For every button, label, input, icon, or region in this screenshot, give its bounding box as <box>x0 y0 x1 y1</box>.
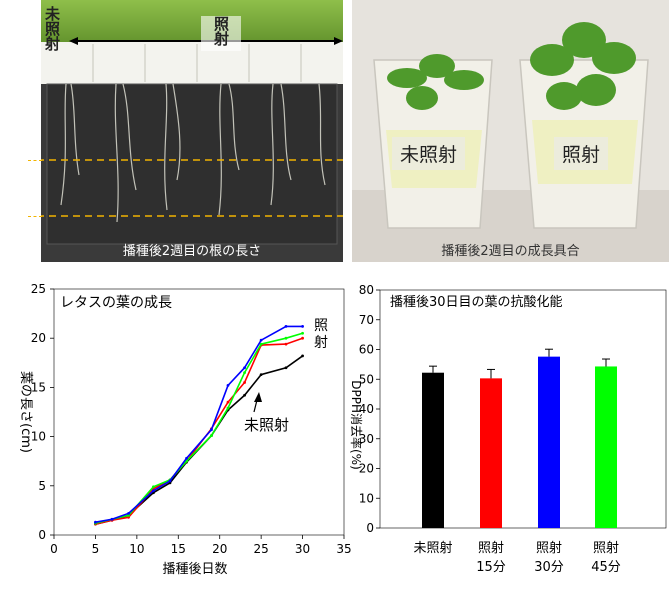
series-point-1 <box>226 400 230 404</box>
bar-2 <box>538 356 560 528</box>
series-point-0 <box>259 373 263 377</box>
growth-photo: 未照射 照射 播種後2週目の成長具合 <box>352 0 669 262</box>
root-irradiated-label: 照射 <box>201 16 241 51</box>
series-point-0 <box>243 393 246 397</box>
growth-caption: 播種後2週目の成長具合 <box>441 244 580 259</box>
series-point-2 <box>226 406 230 410</box>
series-point-3 <box>301 324 304 328</box>
y-tick-label: 25 <box>31 282 46 296</box>
series-point-2 <box>301 331 304 335</box>
line-y-axis-label: 葉の長さ(cm) <box>18 371 33 453</box>
series-point-1 <box>301 336 304 340</box>
bar-y-tick-label: 60 <box>359 343 374 357</box>
y-tick-label: 10 <box>31 430 46 444</box>
series-line-3 <box>95 325 303 523</box>
category-label: 照射 <box>593 540 619 556</box>
series-point-3 <box>94 520 97 524</box>
category-label: 照射 <box>536 540 562 556</box>
series-point-3 <box>185 456 188 460</box>
annotation-irradiated-2: 射 <box>314 335 328 351</box>
category-label: 未照射 <box>413 540 452 556</box>
roots-photo-drawing <box>41 0 343 245</box>
x-tick-label: 5 <box>92 542 100 556</box>
bar-y-axis-label: DPPH消去率(%) <box>349 380 364 470</box>
series-point-3 <box>152 489 155 493</box>
series-point-2 <box>284 336 288 340</box>
series-point-3 <box>243 366 246 370</box>
series-point-0 <box>284 366 288 370</box>
line-x-axis-label: 播種後日数 <box>162 561 227 577</box>
bar-y-tick-label: 70 <box>359 313 374 327</box>
x-tick-label: 15 <box>171 542 186 556</box>
series-point-3 <box>226 384 230 387</box>
bar-3 <box>595 366 617 528</box>
x-tick-label: 30 <box>295 542 310 556</box>
bar-1 <box>480 378 502 528</box>
roots-photo: 照射 播種後2週目の根の長さ <box>41 0 343 262</box>
line-chart-title: レタスの葉の成長 <box>60 295 172 311</box>
bar-y-tick-label: 30 <box>359 432 374 446</box>
bar-y-tick-label: 10 <box>359 491 374 505</box>
bar-y-tick-label: 0 <box>366 521 374 535</box>
y-tick-label: 0 <box>38 528 46 542</box>
bar-y-tick-label: 50 <box>359 372 374 386</box>
bar-y-tick-label: 80 <box>359 283 374 297</box>
x-tick-label: 10 <box>129 542 144 556</box>
root-length-guide-upper <box>28 160 42 161</box>
roots-unirradiated-label: 未照射 <box>43 6 61 51</box>
growth-photo-drawing <box>352 0 669 262</box>
roots-caption: 播種後2週目の根の長さ <box>122 244 262 259</box>
category-label: 照射 <box>478 540 504 556</box>
y-tick-label: 5 <box>38 479 46 493</box>
series-point-3 <box>284 324 288 328</box>
series-point-2 <box>243 371 246 375</box>
series-point-0 <box>301 354 304 358</box>
growth-unirradiated-label: 未照射 <box>392 137 466 170</box>
growth-irradiated-label: 照射 <box>554 137 609 170</box>
x-tick-label: 25 <box>254 542 269 556</box>
series-point-3 <box>259 338 263 342</box>
x-tick-label: 20 <box>212 542 227 556</box>
series-point-1 <box>243 381 246 384</box>
bar-y-tick-label: 40 <box>359 402 374 416</box>
bar-y-tick-label: 20 <box>359 462 374 476</box>
series-point-2 <box>152 485 155 489</box>
series-point-2 <box>210 434 213 438</box>
annotation-unirradiated: 未照射 <box>244 416 289 434</box>
x-tick-label: 35 <box>336 542 351 556</box>
bar-chart-title: 播種後30日目の葉の抗酸化能 <box>390 294 563 310</box>
category-label: 45分 <box>591 560 621 575</box>
x-tick-label: 0 <box>50 542 58 556</box>
bar-0 <box>422 372 444 528</box>
series-point-3 <box>210 428 213 432</box>
series-point-2 <box>127 513 130 517</box>
series-point-1 <box>284 342 288 346</box>
leaf-growth-chart: レタスの葉の成長 播種後日数 葉の長さ(cm) 照 射 未照射 0 5 10 15 20… <box>18 282 352 577</box>
series-point-3 <box>168 479 172 483</box>
category-label: 30分 <box>534 560 564 575</box>
root-length-guide-lower <box>28 216 42 217</box>
series-point-3 <box>127 511 130 515</box>
series-line-2 <box>95 332 303 524</box>
antioxidant-chart: 播種後30日目の葉の抗酸化能 DPPH消去率(%) 0 10 20 30 40 50 60 7… <box>349 283 667 575</box>
series-point-3 <box>110 517 114 521</box>
annotation-arrowhead <box>254 392 262 402</box>
category-label: 15分 <box>476 560 506 575</box>
annotation-irradiated-1: 照 <box>314 318 328 334</box>
y-tick-label: 15 <box>31 380 46 394</box>
y-tick-label: 20 <box>31 331 46 345</box>
line-plot-area <box>53 288 345 536</box>
series-point-1 <box>127 515 130 519</box>
series-point-2 <box>259 342 263 346</box>
